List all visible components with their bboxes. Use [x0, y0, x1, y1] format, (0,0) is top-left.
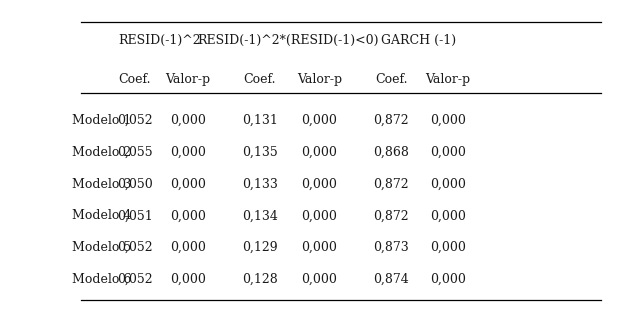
- Text: Coef.: Coef.: [118, 73, 151, 86]
- Text: 0,000: 0,000: [170, 178, 206, 191]
- Text: Valor-p: Valor-p: [425, 73, 470, 86]
- Text: 0,000: 0,000: [429, 209, 466, 222]
- Text: 0,052: 0,052: [117, 241, 152, 254]
- Text: 0,872: 0,872: [374, 114, 409, 127]
- Text: Modelo 6: Modelo 6: [72, 273, 131, 286]
- Text: Modelo 1: Modelo 1: [72, 114, 131, 127]
- Text: 0,000: 0,000: [301, 146, 337, 159]
- Text: 0,000: 0,000: [301, 114, 337, 127]
- Text: 0,872: 0,872: [374, 178, 409, 191]
- Text: Modelo 4: Modelo 4: [72, 209, 131, 222]
- Text: Coef.: Coef.: [375, 73, 408, 86]
- Text: 0,000: 0,000: [170, 241, 206, 254]
- Text: 0,000: 0,000: [429, 114, 466, 127]
- Text: 0,874: 0,874: [373, 273, 409, 286]
- Text: 0,131: 0,131: [242, 114, 278, 127]
- Text: 0,000: 0,000: [301, 241, 337, 254]
- Text: 0,055: 0,055: [117, 146, 152, 159]
- Text: Modelo 2: Modelo 2: [72, 146, 131, 159]
- Text: 0,135: 0,135: [242, 146, 278, 159]
- Text: Coef.: Coef.: [244, 73, 276, 86]
- Text: 0,134: 0,134: [242, 209, 278, 222]
- Text: Valor-p: Valor-p: [297, 73, 342, 86]
- Text: 0,051: 0,051: [116, 209, 153, 222]
- Text: 0,050: 0,050: [116, 178, 153, 191]
- Text: 0,000: 0,000: [301, 178, 337, 191]
- Text: 0,052: 0,052: [117, 273, 152, 286]
- Text: RESID(-1)^2*(RESID(-1)<0): RESID(-1)^2*(RESID(-1)<0): [197, 34, 379, 47]
- Text: 0,000: 0,000: [170, 146, 206, 159]
- Text: 0,128: 0,128: [242, 273, 278, 286]
- Text: 0,000: 0,000: [301, 209, 337, 222]
- Text: 0,129: 0,129: [242, 241, 277, 254]
- Text: 0,000: 0,000: [429, 241, 466, 254]
- Text: 0,000: 0,000: [301, 273, 337, 286]
- Text: Modelo 3: Modelo 3: [72, 178, 131, 191]
- Text: 0,000: 0,000: [170, 273, 206, 286]
- Text: 0,872: 0,872: [374, 209, 409, 222]
- Text: 0,052: 0,052: [117, 114, 152, 127]
- Text: 0,000: 0,000: [170, 209, 206, 222]
- Text: Modelo 5: Modelo 5: [72, 241, 131, 254]
- Text: 0,000: 0,000: [429, 146, 466, 159]
- Text: GARCH (-1): GARCH (-1): [381, 34, 456, 47]
- Text: 0,133: 0,133: [242, 178, 278, 191]
- Text: Valor-p: Valor-p: [165, 73, 210, 86]
- Text: 0,000: 0,000: [429, 273, 466, 286]
- Text: RESID(-1)^2: RESID(-1)^2: [118, 34, 201, 47]
- Text: 0,868: 0,868: [373, 146, 409, 159]
- Text: 0,873: 0,873: [373, 241, 409, 254]
- Text: 0,000: 0,000: [170, 114, 206, 127]
- Text: 0,000: 0,000: [429, 178, 466, 191]
